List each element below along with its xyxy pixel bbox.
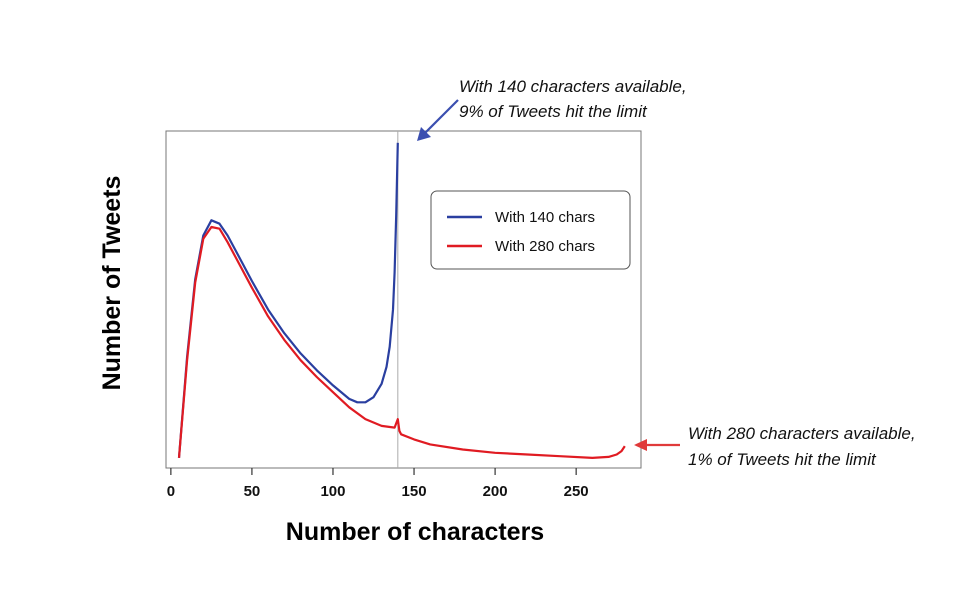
annotation-280: With 280 characters available, 1% of Twe…: [634, 424, 916, 469]
x-tick-label: 50: [244, 483, 261, 500]
x-axis: 0 50 100 150 200 250: [167, 468, 589, 500]
x-tick-label: 150: [402, 483, 427, 500]
annotation-140-arrowhead: [417, 127, 431, 141]
x-tick-label: 200: [483, 483, 508, 500]
series-line-140-chars: [177, 142, 399, 458]
annotation-140-line1: With 140 characters available,: [459, 77, 687, 96]
legend-box: [430, 190, 631, 270]
legend: With 140 chars With 280 chars: [430, 190, 631, 270]
legend-label-140-chars: With 140 chars: [495, 209, 595, 226]
annotation-280-line1: With 280 characters available,: [688, 424, 916, 443]
annotation-280-arrowhead: [634, 439, 647, 451]
y-axis-title: Number of Tweets: [98, 176, 126, 391]
annotation-140: With 140 characters available, 9% of Twe…: [417, 77, 687, 141]
annotation-280-line2: 1% of Tweets hit the limit: [688, 450, 877, 469]
plot-frame: [165, 130, 642, 469]
x-tick-label: 100: [320, 483, 345, 500]
x-axis-title: Number of characters: [286, 518, 544, 546]
annotation-140-arrow: [423, 99, 459, 135]
x-tick-label: 250: [564, 483, 589, 500]
x-tick-label: 0: [167, 483, 175, 500]
series-line-280-chars: [177, 225, 626, 459]
annotation-140-line2: 9% of Tweets hit the limit: [459, 102, 648, 121]
legend-label-280-chars: With 280 chars: [495, 238, 595, 255]
